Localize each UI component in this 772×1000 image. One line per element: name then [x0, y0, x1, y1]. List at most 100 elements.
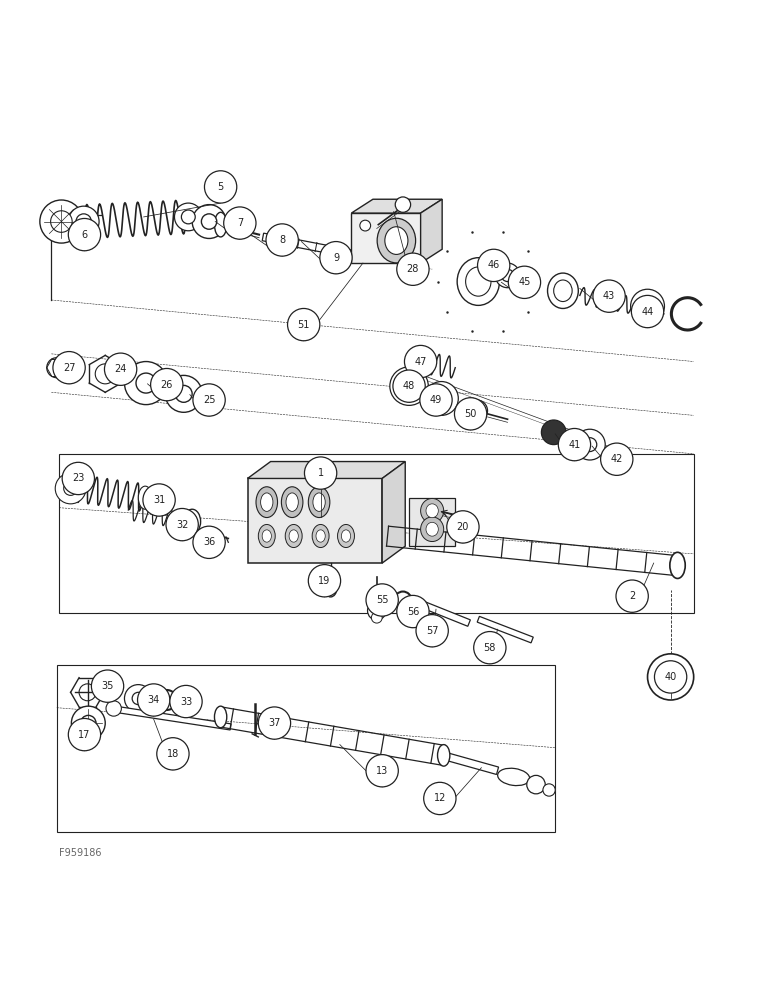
Ellipse shape — [421, 517, 444, 542]
Circle shape — [360, 220, 371, 231]
Circle shape — [63, 462, 94, 495]
Ellipse shape — [138, 486, 152, 509]
Circle shape — [224, 207, 256, 239]
Text: 24: 24 — [114, 364, 127, 374]
Circle shape — [80, 715, 96, 731]
Circle shape — [40, 200, 83, 243]
Ellipse shape — [261, 493, 273, 511]
Circle shape — [616, 580, 648, 612]
Text: 48: 48 — [403, 381, 415, 391]
Text: 20: 20 — [457, 522, 469, 532]
Text: 33: 33 — [180, 697, 192, 707]
Ellipse shape — [285, 524, 302, 548]
Ellipse shape — [286, 493, 298, 511]
Circle shape — [393, 370, 425, 402]
Polygon shape — [351, 199, 442, 213]
Ellipse shape — [308, 487, 330, 518]
Circle shape — [478, 249, 510, 282]
Circle shape — [64, 482, 77, 495]
Text: 47: 47 — [415, 357, 427, 367]
Circle shape — [192, 205, 226, 238]
Ellipse shape — [337, 524, 354, 548]
Ellipse shape — [312, 524, 329, 548]
Circle shape — [648, 654, 694, 700]
Polygon shape — [477, 616, 533, 643]
Circle shape — [420, 384, 452, 416]
Circle shape — [137, 684, 170, 716]
Ellipse shape — [262, 530, 272, 542]
Text: 44: 44 — [642, 307, 654, 317]
Polygon shape — [262, 233, 352, 258]
Text: 12: 12 — [434, 793, 446, 803]
Text: 1: 1 — [317, 468, 323, 478]
Ellipse shape — [426, 504, 438, 518]
Circle shape — [527, 775, 545, 794]
Circle shape — [366, 584, 398, 616]
Circle shape — [174, 203, 202, 231]
Circle shape — [366, 755, 398, 787]
Text: 25: 25 — [203, 395, 215, 405]
Text: 17: 17 — [78, 730, 90, 740]
Circle shape — [424, 782, 456, 815]
Circle shape — [601, 443, 633, 475]
Circle shape — [259, 707, 290, 739]
Text: 6: 6 — [81, 230, 87, 240]
Ellipse shape — [316, 530, 325, 542]
Text: F959186: F959186 — [59, 848, 102, 858]
Circle shape — [166, 508, 198, 541]
Circle shape — [320, 242, 352, 274]
Ellipse shape — [457, 258, 499, 305]
Text: 34: 34 — [147, 695, 160, 705]
Circle shape — [390, 367, 428, 405]
Circle shape — [425, 382, 459, 415]
Text: 9: 9 — [333, 253, 339, 263]
Circle shape — [474, 632, 506, 664]
Polygon shape — [444, 752, 499, 774]
Circle shape — [266, 224, 298, 256]
Text: 51: 51 — [297, 320, 310, 330]
Circle shape — [227, 219, 245, 238]
Circle shape — [659, 665, 683, 689]
Polygon shape — [382, 462, 405, 563]
Circle shape — [132, 692, 144, 705]
Circle shape — [151, 368, 183, 401]
Text: 46: 46 — [488, 260, 499, 270]
Circle shape — [655, 661, 687, 693]
Circle shape — [395, 197, 411, 212]
Text: 13: 13 — [376, 766, 388, 776]
Circle shape — [181, 210, 195, 224]
Circle shape — [400, 377, 418, 395]
Circle shape — [308, 565, 340, 597]
Ellipse shape — [670, 552, 686, 578]
Ellipse shape — [184, 509, 201, 534]
Text: 19: 19 — [318, 576, 330, 586]
Text: 57: 57 — [426, 626, 438, 636]
Text: 32: 32 — [176, 520, 188, 530]
Text: 35: 35 — [101, 681, 113, 691]
Text: 41: 41 — [568, 440, 581, 450]
Circle shape — [558, 428, 591, 461]
Text: 43: 43 — [603, 291, 615, 301]
Circle shape — [157, 738, 189, 770]
Circle shape — [631, 289, 665, 323]
Text: 55: 55 — [376, 595, 388, 605]
Circle shape — [455, 398, 487, 430]
Circle shape — [434, 391, 449, 406]
Ellipse shape — [426, 522, 438, 536]
Circle shape — [79, 684, 96, 701]
Circle shape — [106, 701, 121, 716]
Text: 2: 2 — [629, 591, 635, 601]
Text: 7: 7 — [237, 218, 243, 228]
Text: 56: 56 — [407, 607, 419, 617]
Circle shape — [104, 353, 137, 385]
Circle shape — [124, 362, 168, 405]
Circle shape — [574, 429, 605, 460]
Circle shape — [198, 392, 218, 412]
FancyBboxPatch shape — [409, 498, 455, 546]
Circle shape — [508, 266, 540, 298]
Circle shape — [136, 373, 156, 393]
Text: 5: 5 — [218, 182, 224, 192]
Ellipse shape — [281, 487, 303, 518]
Circle shape — [170, 685, 202, 718]
Circle shape — [447, 511, 479, 543]
